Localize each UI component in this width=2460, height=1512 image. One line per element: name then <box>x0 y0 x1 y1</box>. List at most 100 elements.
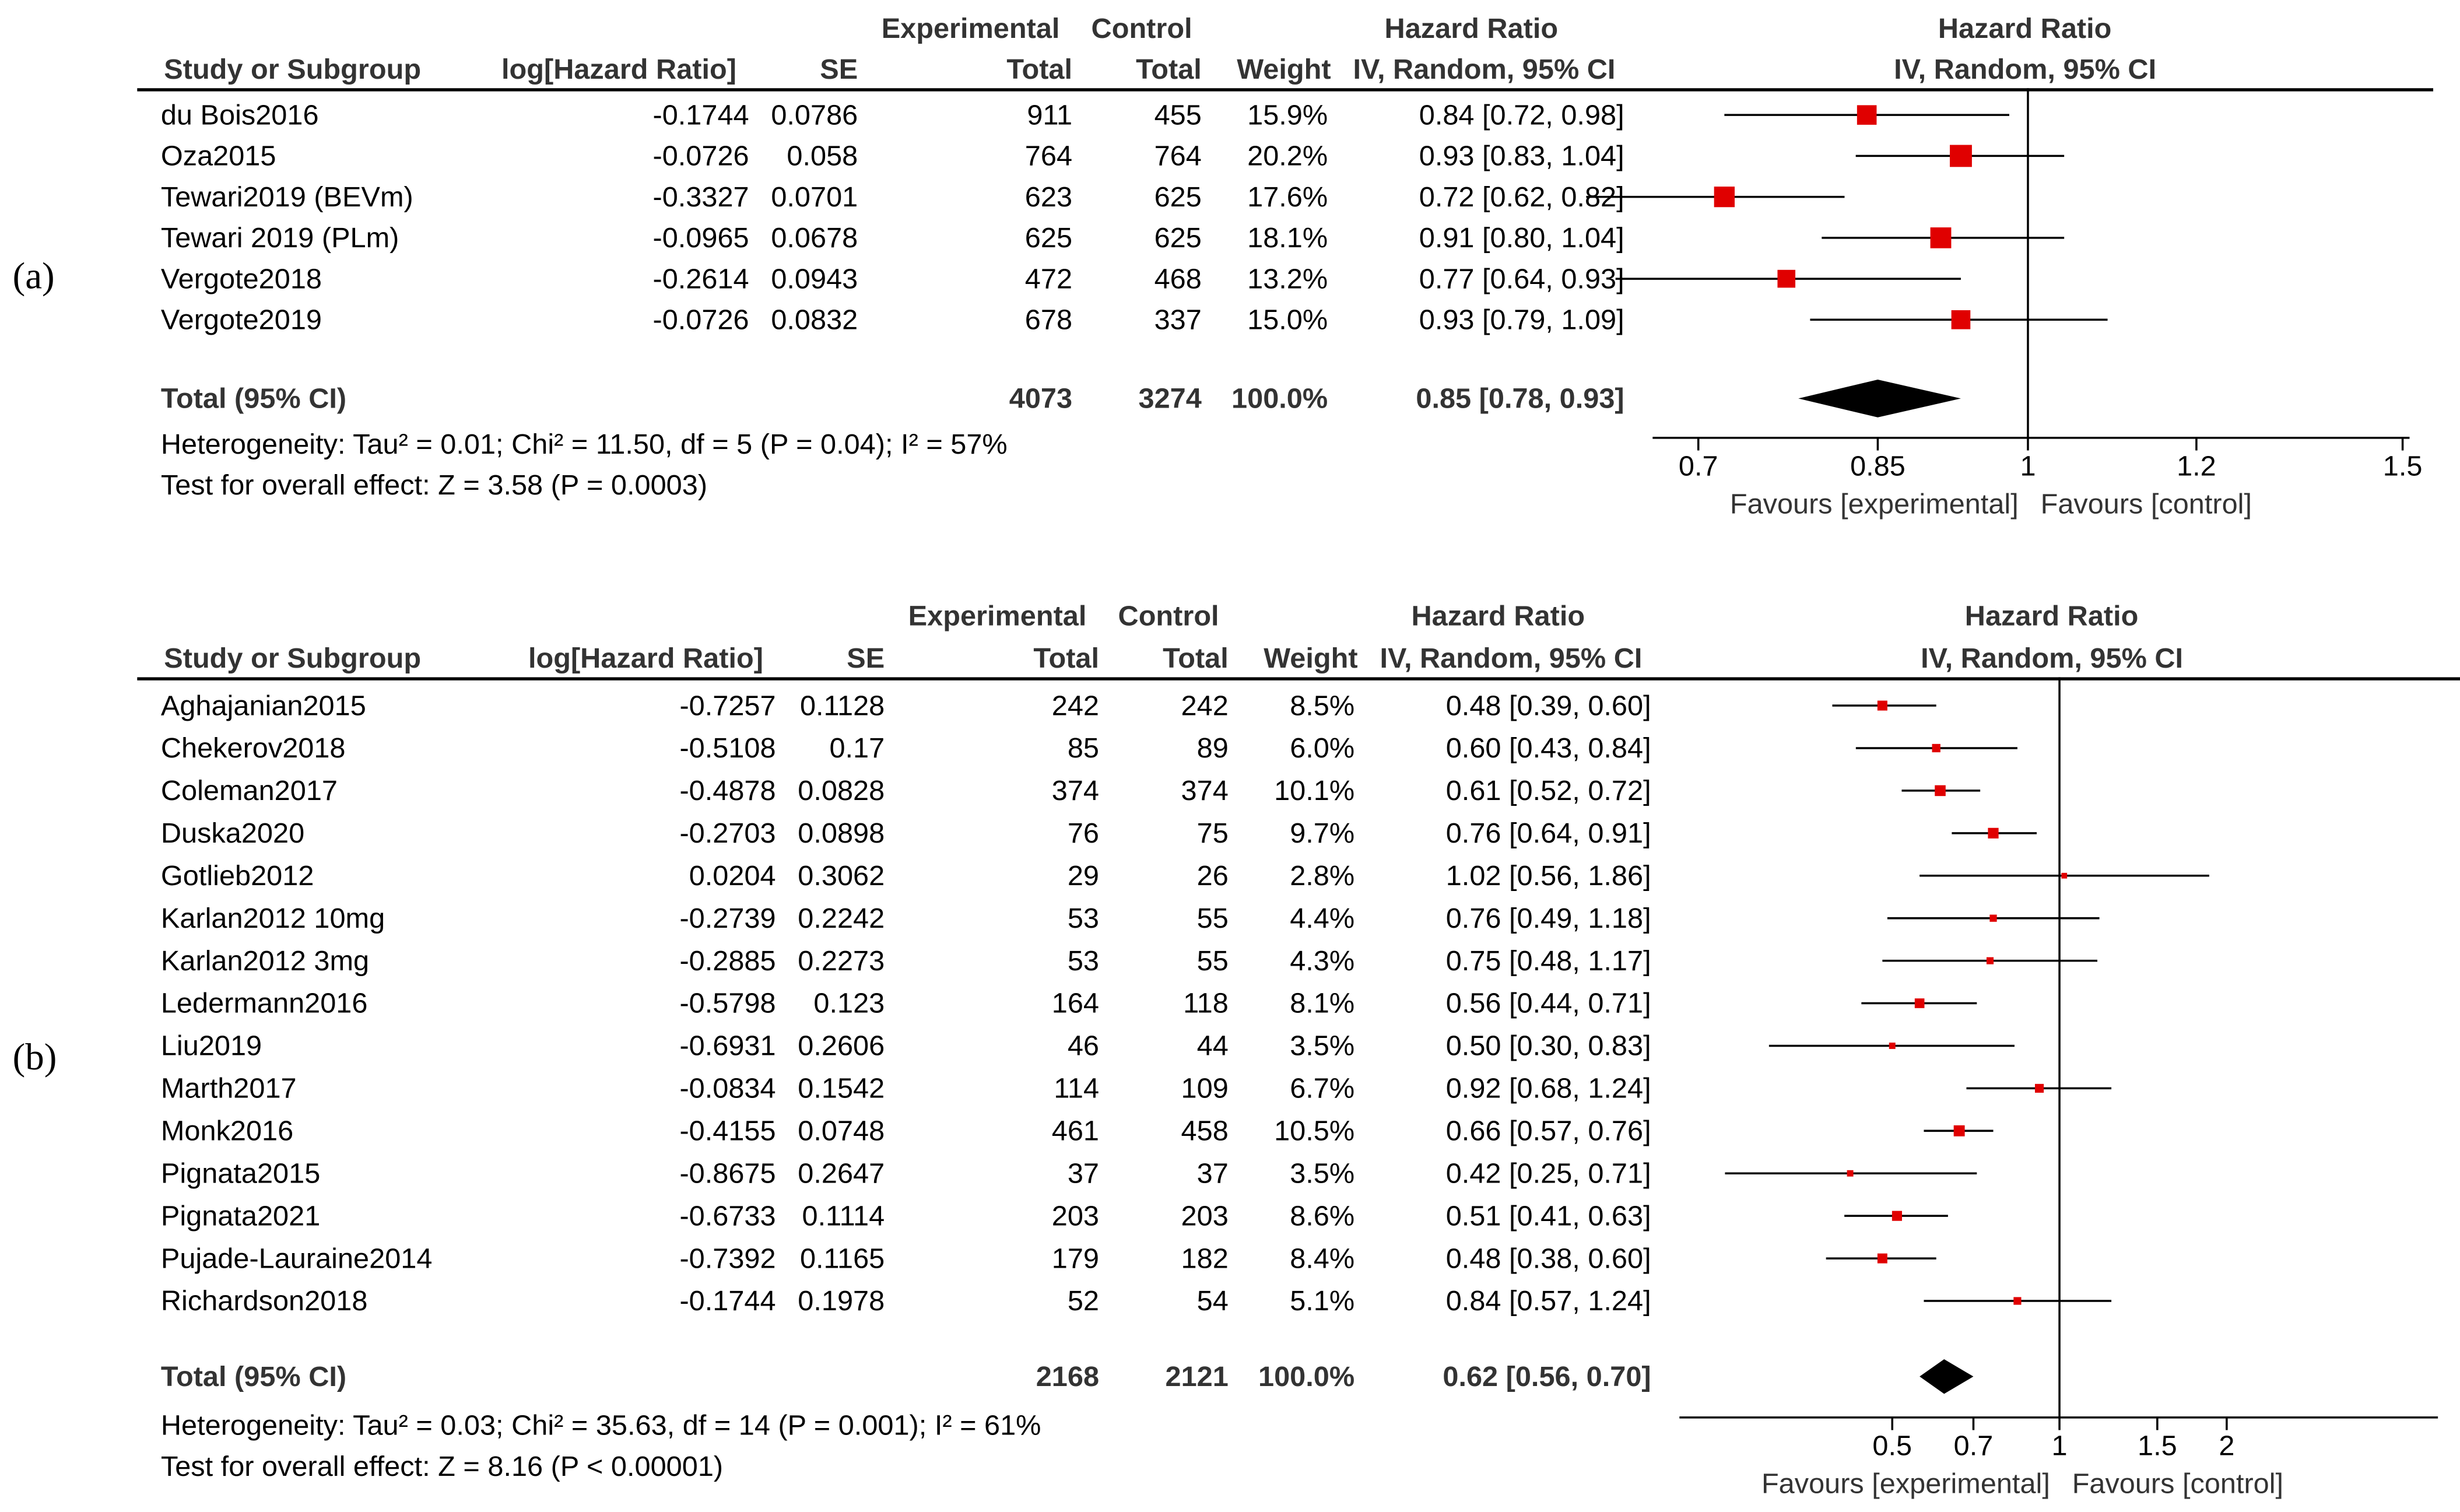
study-loghr: -0.2703 <box>679 817 776 849</box>
study-se: 0.1165 <box>799 1243 885 1275</box>
point-estimate-box <box>2035 1083 2044 1093</box>
total-exp: 4073 <box>1009 383 1073 415</box>
study-name: Tewari 2019 (PLm) <box>160 222 399 254</box>
study-exp-total: 53 <box>1067 945 1100 977</box>
study-name: Ledermann2016 <box>160 987 368 1019</box>
point-estimate-box <box>1951 310 1971 329</box>
forest-plot-area: 0.7 0.85 1 1.2 1.5 Favours [experimental] Favo… <box>1586 88 2423 520</box>
study-weight: 15.9% <box>1247 99 1328 131</box>
study-ctl-total: 458 <box>1181 1115 1229 1147</box>
favours-experimental-label: Favours [experimental] <box>1730 489 2019 520</box>
study-exp-total: 678 <box>1024 304 1073 336</box>
study-ctl-total: 75 <box>1196 817 1229 849</box>
study-weight: 6.0% <box>1290 732 1355 764</box>
x-tick-label: 1.5 <box>2383 451 2423 482</box>
study-loghr: -0.7257 <box>679 690 776 722</box>
study-loghr: -0.5108 <box>679 732 776 764</box>
forest-plot-a: (a) Experimental Control Hazard Ratio Ha… <box>0 0 2460 535</box>
total-weight: 100.0% <box>1258 1360 1355 1392</box>
study-marker <box>1882 957 2098 964</box>
x-tick-label: 1 <box>2020 451 2036 482</box>
study-se: 0.0678 <box>771 222 858 254</box>
forest-plot-area: 0.5 0.7 1 1.5 2 Favours [experimental] Favours… <box>1679 677 2438 1500</box>
study-name: Karlan2012 3mg <box>160 945 370 977</box>
study-weight: 10.5% <box>1274 1115 1355 1147</box>
study-name: Karlan2012 10mg <box>160 902 385 934</box>
study-loghr: -0.3327 <box>652 181 749 213</box>
total-ci: 0.85 [0.78, 0.93] <box>1416 383 1624 415</box>
point-estimate-box <box>1950 145 1972 167</box>
study-loghr: -0.6733 <box>679 1200 776 1232</box>
study-loghr: -0.0726 <box>652 304 749 336</box>
study-exp-total: 46 <box>1067 1030 1100 1062</box>
study-name: Vergote2019 <box>160 304 322 336</box>
study-exp-total: 461 <box>1051 1115 1100 1147</box>
study-se: 0.123 <box>813 987 885 1019</box>
study-loghr: -0.5798 <box>679 987 776 1019</box>
header-study: Study or Subgroup <box>164 643 422 675</box>
point-estimate-box <box>1935 785 1946 797</box>
point-estimate-box <box>1877 700 1887 711</box>
x-tick-label: 0.5 <box>1872 1430 1912 1462</box>
study-se: 0.2242 <box>798 902 885 934</box>
study-weight: 13.2% <box>1247 263 1328 295</box>
study-loghr: -0.2614 <box>652 263 749 295</box>
study-se: 0.0832 <box>771 304 858 336</box>
study-loghr: -0.6931 <box>679 1030 776 1062</box>
overall-effect-text: Test for overall effect: Z = 3.58 (P = 0… <box>160 469 708 501</box>
plot-header-hazard-ratio: Hazard Ratio <box>1964 600 2139 632</box>
study-ctl-total: 468 <box>1154 263 1202 295</box>
study-marker <box>1725 1170 1977 1177</box>
study-ctl-total: 54 <box>1196 1285 1229 1317</box>
study-exp-total: 52 <box>1067 1285 1100 1317</box>
study-marker <box>1844 1211 1948 1221</box>
study-marker <box>1919 872 2209 879</box>
header-loghr: log[Hazard Ratio] <box>528 643 763 675</box>
study-weight: 3.5% <box>1290 1030 1355 1062</box>
point-estimate-box <box>1930 227 1952 248</box>
study-se: 0.17 <box>829 732 885 764</box>
x-tick-label: 0.7 <box>1954 1430 1994 1462</box>
study-ci: 0.48 [0.38, 0.60] <box>1445 1243 1651 1275</box>
point-estimate-box <box>2061 872 2068 879</box>
point-estimate-box <box>1877 1253 1887 1264</box>
forest-plot-b: (b) Experimental Control Hazard Ratio Ha… <box>0 587 2460 1511</box>
study-ci: 0.60 [0.43, 0.84] <box>1445 732 1651 764</box>
total-label: Total (95% CI) <box>160 383 347 415</box>
study-name: Coleman2017 <box>160 774 338 806</box>
study-marker <box>1887 914 2100 922</box>
study-weight: 18.1% <box>1247 222 1328 254</box>
study-marker <box>1901 785 1981 797</box>
study-weight: 9.7% <box>1290 817 1355 849</box>
overall-effect-text: Test for overall effect: Z = 8.16 (P < 0… <box>160 1450 724 1482</box>
point-estimate-box <box>1892 1211 1903 1221</box>
study-exp-total: 625 <box>1024 222 1073 254</box>
study-exp-total: 164 <box>1051 987 1100 1019</box>
point-estimate-box <box>1986 957 1994 964</box>
study-name: Vergote2018 <box>160 263 322 295</box>
study-marker <box>1952 827 2037 839</box>
study-loghr: -0.4155 <box>679 1115 776 1147</box>
study-loghr: -0.1744 <box>652 99 749 131</box>
study-se: 0.058 <box>787 140 858 172</box>
study-exp-total: 179 <box>1051 1243 1100 1275</box>
study-ci: 0.77 [0.64, 0.93] <box>1419 263 1624 295</box>
study-loghr: -0.0965 <box>652 222 749 254</box>
x-tick-label: 0.85 <box>1850 451 1905 482</box>
study-ci: 0.66 [0.57, 0.76] <box>1445 1115 1651 1147</box>
study-se: 0.1978 <box>798 1285 885 1317</box>
study-ctl-total: 337 <box>1154 304 1202 336</box>
study-marker <box>1826 1253 1936 1264</box>
study-weight: 4.4% <box>1290 902 1355 934</box>
header-hazard-ratio: Hazard Ratio <box>1411 600 1585 632</box>
study-exp-total: 203 <box>1051 1200 1100 1232</box>
favours-experimental-label: Favours [experimental] <box>1761 1468 2050 1500</box>
study-ci: 0.76 [0.49, 1.18] <box>1445 902 1651 934</box>
header-ci: IV, Random, 95% CI <box>1353 53 1616 85</box>
study-ci: 0.72 [0.62, 0.82] <box>1419 181 1624 213</box>
header-study: Study or Subgroup <box>164 53 422 85</box>
study-marker <box>1724 105 2009 125</box>
study-weight: 3.5% <box>1290 1157 1355 1190</box>
pooled-estimate-diamond <box>1919 1359 1974 1394</box>
